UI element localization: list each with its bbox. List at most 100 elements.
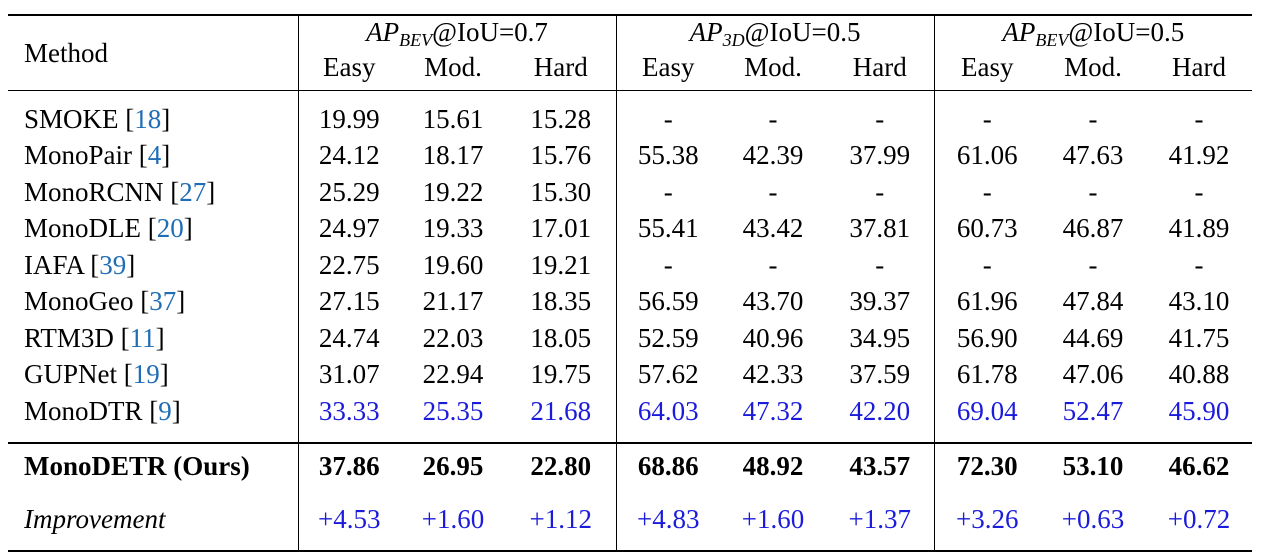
value-cell: 15.28 <box>530 103 592 134</box>
value-cell: - <box>1194 249 1204 280</box>
ours-value-cell: 43.57 <box>849 451 911 481</box>
value-cell: 43.70 <box>742 286 804 317</box>
value-cell: 61.06 <box>933 137 1041 174</box>
value-cell: 45.90 <box>1168 395 1230 426</box>
method-cell: GUPNet [19] <box>8 357 298 394</box>
spacer-cell <box>615 429 721 443</box>
value-cell: 42.33 <box>742 359 804 390</box>
cite-bracket: [ <box>141 213 157 244</box>
ours-value-cell: 72.30 <box>933 442 1041 490</box>
improvement-value-cell: +0.63 <box>1061 504 1125 534</box>
value-cell: 57.62 <box>615 356 721 393</box>
value-cell: 55.41 <box>615 210 721 247</box>
cite-bracket: ] <box>155 322 165 353</box>
citation-link[interactable]: 19 <box>132 359 160 390</box>
citation-link[interactable]: 4 <box>147 140 162 171</box>
value-cell: 41.75 <box>1168 322 1230 353</box>
citation-link[interactable]: 11 <box>129 322 156 353</box>
header-row-groups: Method APBEV@IoU=0.7 AP3D@IoU=0.5 APBEV@… <box>8 15 1253 66</box>
cite-bracket: ] <box>126 249 136 280</box>
method-name: SMOKE <box>24 103 119 134</box>
level-header: Mod. <box>424 52 482 82</box>
improvement-value-cell: +4.83 <box>615 489 721 551</box>
value-cell: 22.03 <box>422 322 484 353</box>
improvement-row: Improvement +4.53 +1.60 +1.12 +4.83 +1.60 +1.3… <box>8 489 1253 551</box>
group-header-1-sub: BEV <box>399 30 433 50</box>
value-cell: 43.10 <box>1168 286 1230 317</box>
value-cell: 15.76 <box>530 140 592 171</box>
value-cell: 25.35 <box>422 395 484 426</box>
cite-bracket: ] <box>206 176 216 207</box>
cite-bracket: ] <box>159 359 169 390</box>
value-cell: 52.47 <box>1062 395 1124 426</box>
table-row: MonoGeo [37] 27.15 21.17 18.35 56.59 43.70 39.… <box>8 283 1252 320</box>
spacer-cell <box>506 91 616 102</box>
value-cell: 47.84 <box>1062 286 1124 317</box>
level-header: Mod. <box>744 52 802 82</box>
cite-bracket: [ <box>132 140 148 171</box>
method-cell: IAFA [39] <box>8 247 298 284</box>
method-name: MonoRCNN <box>24 176 164 207</box>
ours-value-cell: 37.86 <box>297 442 400 490</box>
group-header-2-iou: @IoU=0.5 <box>744 17 861 47</box>
value-cell: 61.78 <box>933 356 1041 393</box>
spacer-cell <box>615 90 721 101</box>
value-cell: - <box>768 103 778 134</box>
method-name: MonoGeo <box>24 286 134 317</box>
cite-bracket: [ <box>163 176 180 207</box>
method-cell: MonoDTR [9] <box>8 393 298 430</box>
group-header-1: APBEV@IoU=0.7 <box>297 15 617 52</box>
method-cell: MonoRCNN [27] <box>8 174 298 211</box>
cite-bracket: ] <box>171 395 181 426</box>
value-cell: 37.99 <box>849 140 911 171</box>
value-cell: 55.38 <box>615 137 721 174</box>
spacer-row <box>8 90 1253 102</box>
spacer-cell <box>1040 430 1146 443</box>
citation-link[interactable]: 18 <box>134 103 162 134</box>
value-cell: 64.03 <box>615 393 721 430</box>
level-header: Easy <box>297 52 400 91</box>
citation-link[interactable]: 37 <box>149 286 177 317</box>
results-table: Method APBEV@IoU=0.7 AP3D@IoU=0.5 APBEV@… <box>8 14 1253 552</box>
improvement-value-cell: +4.53 <box>297 489 400 551</box>
table-row: MonoPair [4] 24.12 18.17 15.76 55.38 42.39 37.… <box>8 137 1252 175</box>
value-cell: 17.01 <box>530 213 592 244</box>
cite-bracket: ] <box>161 140 171 171</box>
value-cell: 47.32 <box>742 395 804 426</box>
group-header-3-sub: BEV <box>1035 30 1069 50</box>
spacer-cell <box>1146 430 1252 443</box>
value-cell: 19.99 <box>297 101 400 138</box>
value-cell: 22.75 <box>297 247 400 284</box>
value-cell: - <box>1088 249 1098 280</box>
level-header: Easy <box>933 52 1041 91</box>
cite-bracket: ] <box>183 213 193 244</box>
citation-link[interactable]: 20 <box>156 213 184 244</box>
citation-link[interactable]: 9 <box>158 395 172 426</box>
spacer-cell <box>1040 91 1146 102</box>
citation-link[interactable]: 27 <box>179 176 207 207</box>
value-cell: 40.96 <box>742 322 804 353</box>
group-header-3-iou: @IoU=0.5 <box>1068 17 1185 47</box>
ours-value-cell: 22.80 <box>530 451 592 481</box>
value-cell: 24.97 <box>297 210 400 247</box>
value-cell: 56.59 <box>615 283 721 320</box>
value-cell: 37.59 <box>849 359 911 390</box>
improvement-value-cell: +1.60 <box>421 504 485 534</box>
value-cell: 18.35 <box>530 286 592 317</box>
ours-value-cell: 68.86 <box>615 442 721 490</box>
cite-bracket: [ <box>117 359 133 390</box>
spacer-cell <box>1146 91 1252 102</box>
value-cell: 31.07 <box>297 356 400 393</box>
value-cell: - <box>1088 103 1098 134</box>
value-cell: 24.74 <box>297 320 400 357</box>
method-cell: MonoPair [4] <box>8 138 298 175</box>
method-name: RTM3D <box>24 322 114 353</box>
spacer-cell <box>720 430 826 443</box>
table-row: MonoDTR [9] 33.33 25.35 21.68 64.03 47.32 42.2… <box>8 393 1252 430</box>
table-row: MonoDLE [20] 24.97 19.33 17.01 55.41 43.42 37.… <box>8 210 1252 247</box>
value-cell: 43.42 <box>742 213 804 244</box>
citation-link[interactable]: 39 <box>99 249 127 280</box>
value-cell: 69.04 <box>933 393 1041 430</box>
spacer-cell <box>826 91 934 102</box>
